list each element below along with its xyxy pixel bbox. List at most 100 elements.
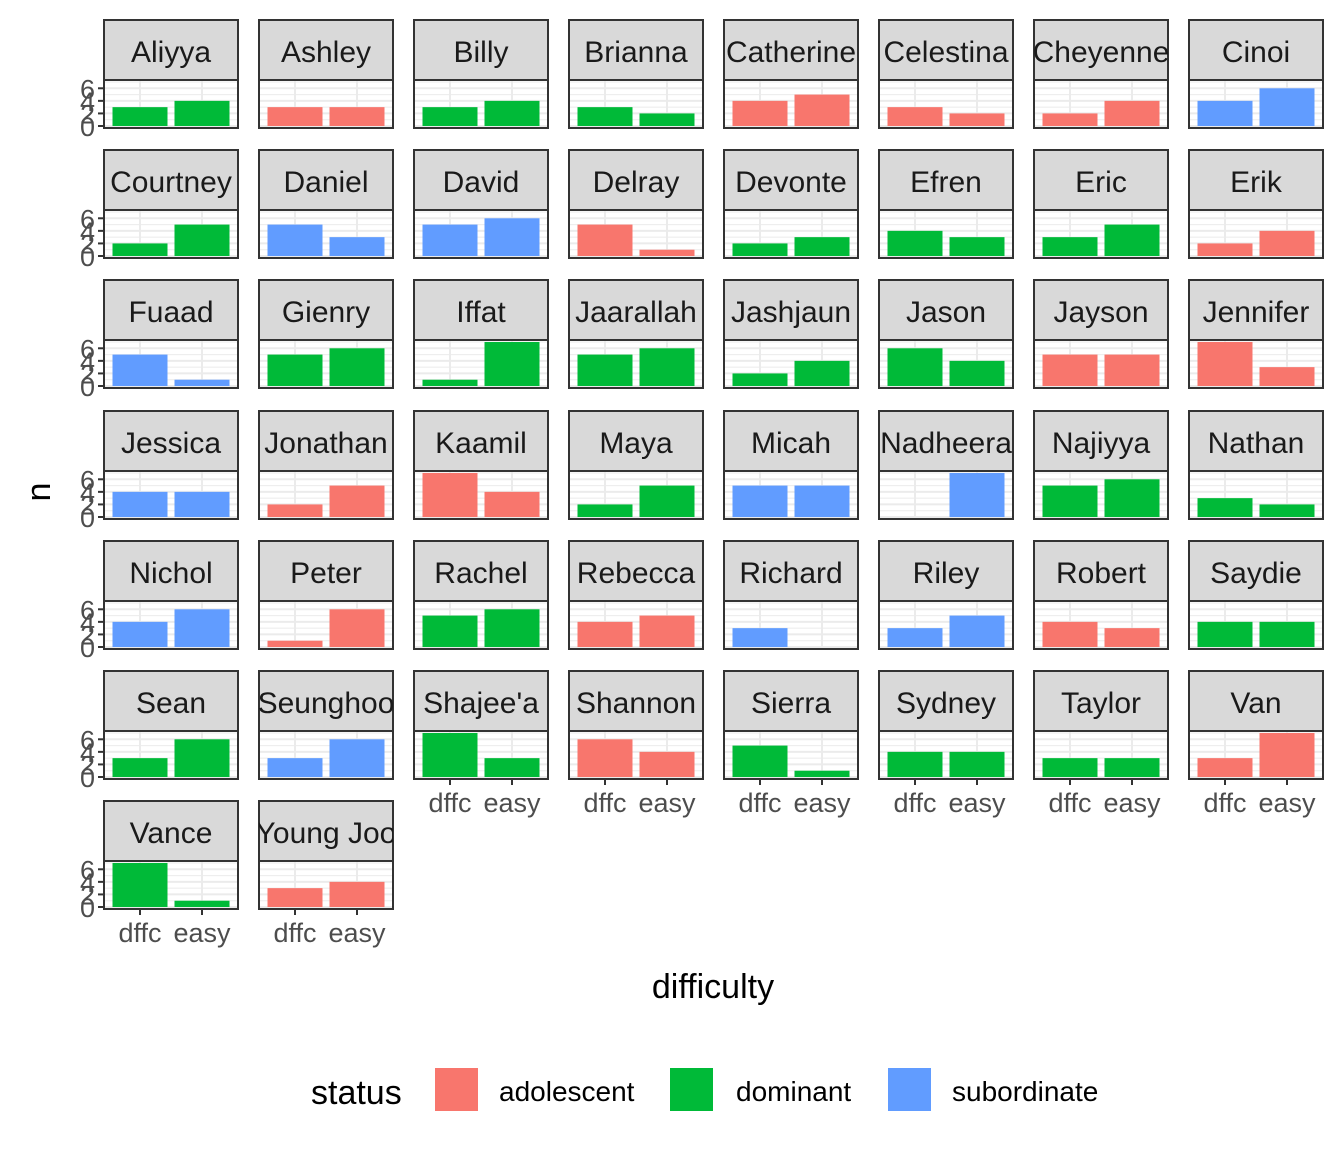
x-tick-label: dffc: [893, 788, 936, 818]
y-tick-label: 6: [80, 204, 95, 234]
panel-border: [413, 600, 549, 650]
facet-strip: [258, 670, 394, 732]
bar-easy: [329, 739, 385, 777]
y-tick-label: 6: [80, 725, 95, 755]
bar-difficult: [1197, 498, 1253, 517]
x-tick-label: dffc: [1048, 788, 1091, 818]
facet-label: Young Joo: [256, 817, 397, 850]
panel-border: [103, 209, 239, 259]
bar-easy: [1259, 504, 1315, 517]
bar-easy: [484, 609, 540, 647]
x-tick-label: easy: [948, 788, 1006, 818]
bar-difficult: [112, 243, 168, 256]
panel-border: [1188, 470, 1324, 520]
y-axis-title: n: [20, 483, 58, 502]
x-tick-label: dffc: [1203, 788, 1246, 818]
facet-strip: [413, 149, 549, 211]
y-tick-label: 0: [80, 763, 95, 793]
x-tick-label: dffc: [738, 788, 781, 818]
facet-panel: Brianna: [568, 19, 704, 129]
legend-key-adolescent: [435, 1068, 478, 1111]
bar-difficult: [1042, 237, 1098, 256]
panel-border: [723, 79, 859, 129]
bar-easy: [639, 348, 695, 386]
facet-strip: [413, 670, 549, 732]
x-tick-label: dffc: [273, 918, 316, 948]
facet-panel: Gienry: [258, 279, 394, 389]
bar-difficult: [732, 628, 788, 647]
bar-difficult: [887, 628, 943, 647]
facet-label: Cheyenne: [1033, 36, 1170, 69]
bar-difficult: [267, 758, 323, 777]
panel-border: [1033, 600, 1169, 650]
facet-panel: Shajee'a dffc easy: [413, 670, 549, 818]
bar-difficult: [887, 348, 943, 386]
facet-strip: [568, 19, 704, 81]
facet-panel: Maya: [568, 410, 704, 520]
facet-strip: [878, 670, 1014, 732]
bar-easy: [1259, 367, 1315, 386]
bar-difficult: [112, 107, 168, 126]
bar-easy: [329, 881, 385, 907]
facet-label: Robert: [1056, 557, 1147, 590]
bar-difficult: [267, 354, 323, 386]
panel-border: [1188, 600, 1324, 650]
facet-strip: [103, 19, 239, 81]
bar-difficult: [1042, 758, 1098, 777]
facet-panel: Jaarallah: [568, 279, 704, 389]
panel-border: [413, 79, 549, 129]
facet-label: Kaamil: [435, 427, 527, 460]
bar-easy: [794, 94, 850, 126]
bar-difficult: [887, 230, 943, 256]
y-tick-label: 0: [80, 112, 95, 142]
facet-strip: [258, 800, 394, 862]
y-tick-label: 2: [80, 359, 95, 389]
y-tick-label: 0: [80, 633, 95, 663]
facet-label: Cinoi: [1222, 36, 1290, 69]
bar-easy: [329, 609, 385, 647]
facet-label: Micah: [751, 427, 831, 460]
bar-easy: [329, 237, 385, 256]
legend-key-subordinate: [888, 1068, 931, 1111]
facet-label: Jason: [906, 296, 986, 329]
bar-easy: [639, 615, 695, 647]
facet-panel: Erik: [1188, 149, 1324, 259]
facet-label: Peter: [290, 557, 362, 590]
legend-label-dominant: dominant: [736, 1076, 851, 1107]
facet-panel: Kaamil: [413, 410, 549, 520]
facet-label: Seunghoo: [258, 687, 395, 720]
facet-label: Erik: [1230, 166, 1283, 199]
bar-easy: [794, 770, 850, 777]
facet-label: Celestina: [883, 36, 1008, 69]
facet-strip: [878, 540, 1014, 602]
facet-strip: [568, 670, 704, 732]
panel-border: [1188, 730, 1324, 780]
x-axis-title: difficulty: [652, 968, 774, 1006]
bar-easy: [639, 113, 695, 126]
facet-label: Daniel: [283, 166, 368, 199]
facet-panel: Rachel: [413, 540, 549, 650]
facet-panel: Jayson: [1033, 279, 1169, 389]
facet-strip: [878, 279, 1014, 341]
panel-border: [723, 339, 859, 389]
bar-difficult: [1197, 100, 1253, 126]
facet-label: Rebecca: [577, 557, 696, 590]
facet-strip: [413, 279, 549, 341]
bar-easy: [1104, 628, 1160, 647]
facet-panel: Nadheera: [878, 410, 1014, 520]
bar-easy: [484, 100, 540, 126]
panel-border: [103, 79, 239, 129]
panel-border: [1033, 79, 1169, 129]
bar-difficult: [577, 621, 633, 647]
panel-border: [568, 470, 704, 520]
facet-strip: [723, 410, 859, 472]
panel-border: [568, 79, 704, 129]
y-tick-label: 2: [80, 99, 95, 129]
facet-strip: [258, 19, 394, 81]
bar-easy: [174, 739, 230, 777]
y-tick-label: 2: [80, 880, 95, 910]
bar-difficult: [1042, 354, 1098, 386]
bar-difficult: [422, 224, 478, 256]
